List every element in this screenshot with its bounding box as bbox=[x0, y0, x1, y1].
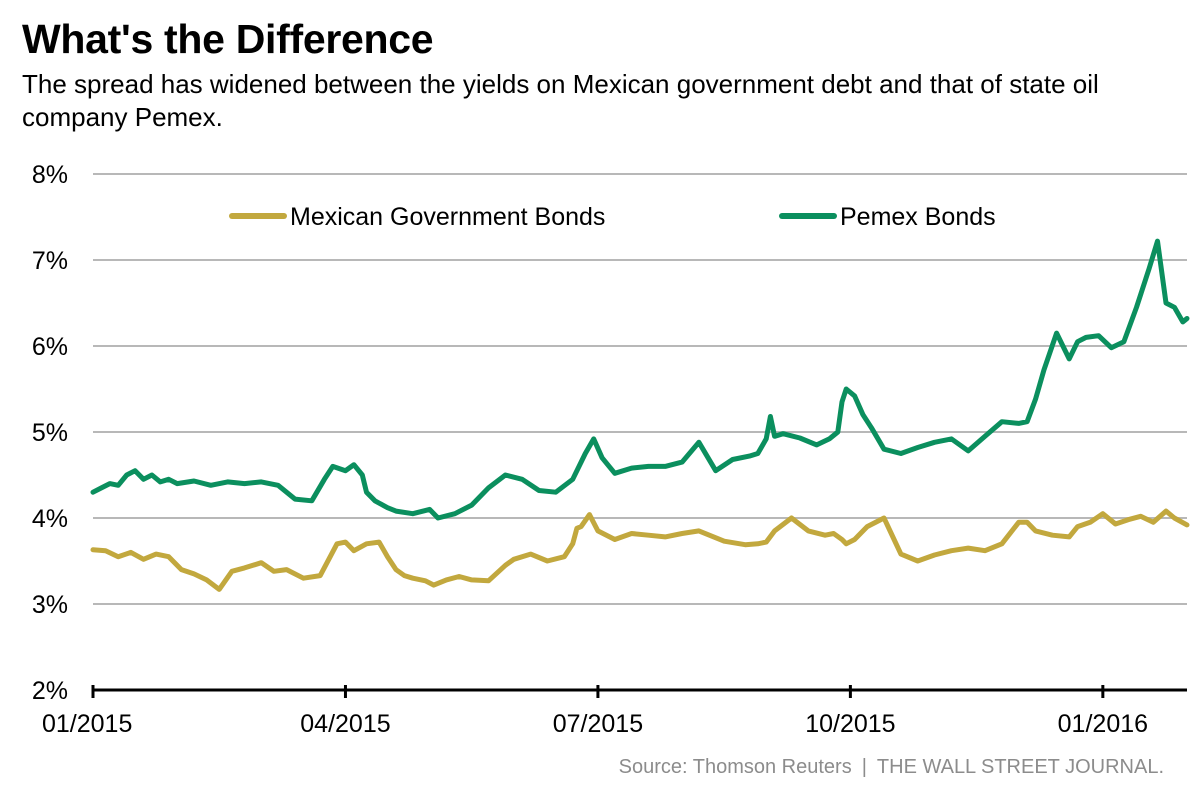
y-tick-label: 2% bbox=[32, 677, 68, 705]
chart-title: What's the Difference bbox=[22, 16, 434, 62]
series-line-pemex-bonds bbox=[90, 238, 1190, 521]
y-tick-label: 8% bbox=[32, 161, 68, 189]
source-separator: | bbox=[861, 756, 867, 778]
y-tick-label: 7% bbox=[32, 247, 68, 275]
x-tick-label: 07/2015 bbox=[553, 710, 643, 738]
source-text: Source: Thomson Reuters bbox=[618, 756, 852, 778]
publisher-name: THE WALL STREET JOURNAL. bbox=[876, 756, 1164, 778]
legend-label-pemex-bonds: Pemex Bonds bbox=[840, 203, 996, 231]
source-note: Source: Thomson Reuters | THE WALL STREET … bbox=[619, 756, 1164, 779]
y-tick-label: 5% bbox=[32, 419, 68, 447]
x-tick-label: 10/2015 bbox=[805, 710, 895, 738]
x-tick-label: 01/2016 bbox=[1058, 710, 1148, 738]
y-tick-label: 3% bbox=[32, 591, 68, 619]
chart-subtitle: The spread has widened between the yield… bbox=[22, 69, 1099, 132]
x-tick-label: 04/2015 bbox=[300, 710, 390, 738]
y-axis-labels: 2% 3% 4% 5% 6% 7% 8% bbox=[32, 161, 68, 705]
x-axis: 01/2015 04/2015 07/2015 10/2015 01/2016 bbox=[42, 685, 1187, 738]
y-tick-label: 6% bbox=[32, 333, 68, 361]
y-tick-label: 4% bbox=[32, 505, 68, 533]
series-lines bbox=[90, 238, 1190, 592]
x-tick-label: 01/2015 bbox=[42, 710, 132, 738]
series-line-mexican-government-bonds bbox=[90, 508, 1190, 592]
legend-label-mexican-government-bonds: Mexican Government Bonds bbox=[290, 203, 605, 231]
legend: Mexican Government Bonds Pemex Bonds bbox=[229, 203, 996, 231]
gridlines bbox=[93, 173, 1187, 605]
